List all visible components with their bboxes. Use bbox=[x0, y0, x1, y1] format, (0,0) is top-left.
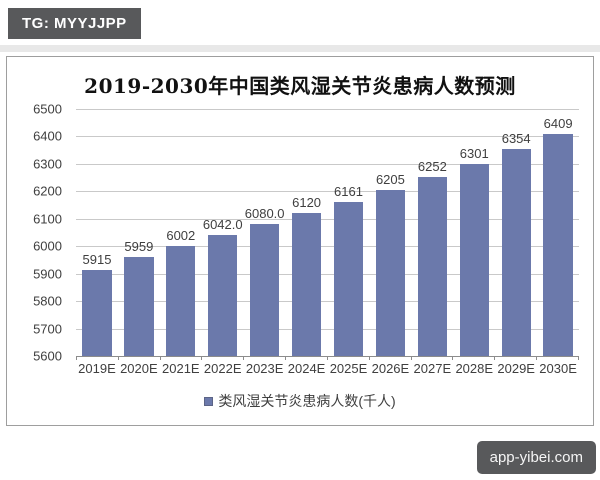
x-tick-2 bbox=[159, 356, 161, 360]
bar-cell-2027E: 6252 bbox=[411, 109, 453, 356]
x-tick-12 bbox=[577, 356, 579, 360]
bar-2023E bbox=[249, 224, 280, 356]
bar-cell-2024E: 6120 bbox=[286, 109, 328, 356]
y-tick-label-5700: 5700 bbox=[33, 321, 62, 337]
x-tick-1 bbox=[117, 356, 119, 360]
bar-value-label-2025E: 6161 bbox=[334, 184, 363, 200]
gridline-6300 bbox=[76, 163, 579, 165]
watermark-site-badge: app-yibei.com bbox=[476, 441, 596, 474]
bar-value-label-2024E: 6120 bbox=[292, 195, 322, 211]
y-tick-label-6200: 6200 bbox=[33, 183, 62, 199]
x-tick-5 bbox=[285, 356, 287, 360]
bar-cell-2019E: 5915 bbox=[76, 109, 118, 356]
x-label-2023E: 2023E bbox=[245, 361, 284, 376]
gridline-5900 bbox=[76, 273, 579, 275]
bar-value-label-2019E: 5915 bbox=[82, 251, 112, 267]
bar-2024E bbox=[291, 213, 322, 356]
y-tick-label-6300: 6300 bbox=[33, 156, 62, 172]
bar-2020E bbox=[124, 257, 154, 356]
gridline-6500 bbox=[76, 109, 579, 110]
bar-value-label-2030E: 6409 bbox=[543, 115, 573, 131]
y-tick-label-5900: 5900 bbox=[33, 266, 62, 282]
bar-series: 5915 5959 6002 6042.0 6080.0 6120 6161 6205 6252… bbox=[76, 109, 579, 356]
bar-cell-2028E: 6301 bbox=[453, 109, 495, 356]
x-tick-6 bbox=[326, 356, 328, 360]
bar-cell-2025E: 6161 bbox=[328, 109, 370, 356]
x-tick-9 bbox=[452, 356, 454, 360]
bar-cell-2020E: 5959 bbox=[118, 109, 160, 356]
gridline-5700 bbox=[76, 328, 579, 330]
bar-cell-2023E: 6080.0 bbox=[244, 109, 286, 356]
bar-2028E bbox=[459, 163, 489, 356]
chart-legend: 类风湿关节炎患病人数(千人) bbox=[7, 391, 593, 411]
x-label-2026E: 2026E bbox=[371, 361, 410, 376]
bar-2030E bbox=[543, 133, 573, 356]
x-tick-0 bbox=[76, 356, 77, 360]
chart-title: 2019-2030年中国类风湿关节炎患病人数预测 bbox=[84, 74, 516, 98]
x-tick-10 bbox=[494, 356, 496, 360]
x-axis-labels: 2019E 2020E 2021E 2022E 2023E 2024E 2025E 2026E… bbox=[76, 361, 579, 376]
x-tick-3 bbox=[201, 356, 203, 360]
y-axis-labels: 5600 5700 5800 5900 6000 6100 6200 6300 6400 6500 bbox=[7, 102, 70, 364]
bar-cell-2030E: 6409 bbox=[537, 109, 579, 356]
bar-2026E bbox=[375, 189, 406, 356]
bar-value-label-2027E: 6252 bbox=[417, 159, 447, 175]
bar-cell-2021E: 6002 bbox=[160, 109, 202, 356]
gridline-6200 bbox=[76, 191, 579, 193]
bar-2027E bbox=[417, 177, 447, 356]
x-label-2019E: 2019E bbox=[78, 361, 116, 376]
x-label-2030E: 2030E bbox=[539, 361, 577, 376]
x-tick-8 bbox=[410, 356, 412, 360]
gridline-6000 bbox=[76, 246, 579, 248]
bar-2022E bbox=[208, 234, 238, 356]
bar-cell-2026E: 6205 bbox=[369, 109, 411, 356]
gridline-5800 bbox=[76, 301, 579, 303]
x-tick-7 bbox=[368, 356, 370, 360]
x-tick-4 bbox=[243, 356, 245, 360]
bar-cell-2029E: 6354 bbox=[495, 109, 537, 356]
bar-value-label-2023E: 6080.0 bbox=[244, 206, 285, 222]
x-label-2021E: 2021E bbox=[162, 361, 200, 376]
bar-value-label-2022E: 6042.0 bbox=[202, 216, 243, 232]
plot-area: 5915 5959 6002 6042.0 6080.0 6120 6161 6205 6252… bbox=[76, 109, 579, 357]
y-tick-label-6100: 6100 bbox=[33, 211, 62, 227]
x-label-2020E: 2020E bbox=[120, 361, 158, 376]
x-axis-ticks bbox=[76, 356, 579, 360]
divider-strip bbox=[0, 45, 600, 52]
bar-cell-2022E: 6042.0 bbox=[202, 109, 244, 356]
y-tick-label-6000: 6000 bbox=[33, 238, 62, 254]
bar-2021E bbox=[166, 245, 196, 356]
bar-value-label-2029E: 6354 bbox=[501, 131, 531, 147]
y-tick-label-6500: 6500 bbox=[33, 101, 62, 117]
chart-container: 2019-2030年中国类风湿关节炎患病人数预测 5600 5700 5800 590… bbox=[6, 56, 594, 426]
y-tick-label-5800: 5800 bbox=[33, 293, 62, 309]
watermark-tg-badge: TG: MYYJJPP bbox=[8, 8, 141, 39]
legend-marker-square bbox=[204, 396, 214, 406]
y-tick-label-5600: 5600 bbox=[33, 348, 62, 364]
x-label-2027E: 2027E bbox=[413, 361, 452, 376]
gridline-6100 bbox=[76, 218, 579, 220]
legend-label: 类风湿关节炎患病人数(千人) bbox=[218, 393, 396, 409]
x-tick-11 bbox=[536, 356, 538, 360]
bar-2019E bbox=[82, 269, 112, 356]
bar-value-label-2028E: 6301 bbox=[459, 145, 489, 161]
x-label-2022E: 2022E bbox=[203, 361, 242, 376]
bar-2025E bbox=[333, 202, 364, 356]
x-label-2029E: 2029E bbox=[497, 361, 535, 376]
gridline-6400 bbox=[76, 136, 579, 138]
x-label-2024E: 2024E bbox=[287, 361, 326, 376]
y-tick-label-6400: 6400 bbox=[33, 128, 62, 144]
bar-2029E bbox=[501, 149, 531, 356]
bar-value-label-2026E: 6205 bbox=[375, 171, 405, 187]
x-label-2028E: 2028E bbox=[455, 361, 494, 376]
bar-value-label-2020E: 5959 bbox=[124, 239, 154, 255]
bar-value-label-2021E: 6002 bbox=[166, 227, 196, 243]
x-label-2025E: 2025E bbox=[329, 361, 368, 376]
